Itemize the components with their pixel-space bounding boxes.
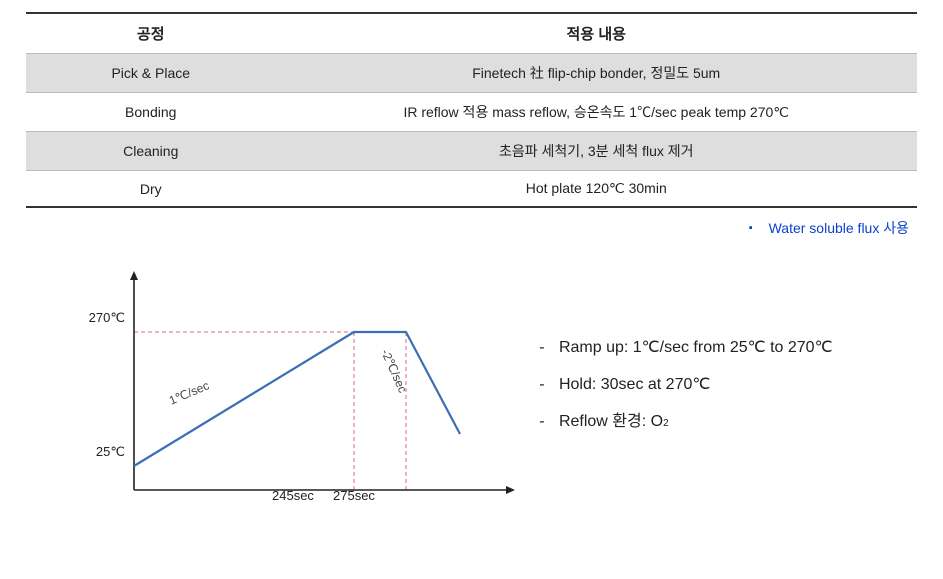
footnote-bullet-icon: ▪ xyxy=(749,222,753,234)
cell-process: Pick & Place xyxy=(26,54,275,93)
cell-process: Dry xyxy=(26,171,275,208)
xtick-245: 245sec xyxy=(272,488,314,503)
cell-process: Cleaning xyxy=(26,132,275,171)
xtick-275: 275sec xyxy=(333,488,375,503)
dash-icon: - xyxy=(525,404,559,441)
footnote: ▪ Water soluble flux 사용 xyxy=(26,208,917,238)
profile-notes: -Ramp up: 1℃/sec from 25℃ to 270℃-Hold: … xyxy=(525,260,917,530)
process-table: 공정 적용 내용 Pick & PlaceFinetech 社 flip-chi… xyxy=(26,12,917,208)
chart-svg xyxy=(76,270,516,500)
table-row: BondingIR reflow 적용 mass reflow, 승온속도 1℃… xyxy=(26,93,917,132)
cell-desc: IR reflow 적용 mass reflow, 승온속도 1℃/sec pe… xyxy=(275,93,917,132)
table-row: Cleaning초음파 세척기, 3분 세척 flux 제거 xyxy=(26,132,917,171)
reflow-profile-chart: 270℃ 25℃ 245sec 275sec 1℃/sec -2℃/sec xyxy=(26,260,525,530)
cell-desc: 초음파 세척기, 3분 세척 flux 제거 xyxy=(275,132,917,171)
list-item-text: Ramp up: 1℃/sec from 25℃ to 270℃ xyxy=(559,330,833,367)
ytick-25: 25℃ xyxy=(65,444,125,460)
list-item-text: Reflow 환경: O2 xyxy=(559,404,669,441)
table-row: DryHot plate 120℃ 30min xyxy=(26,171,917,208)
ytick-270: 270℃ xyxy=(65,310,125,326)
table-header-desc: 적용 내용 xyxy=(275,13,917,54)
list-item-text: Hold: 30sec at 270℃ xyxy=(559,367,710,404)
dash-icon: - xyxy=(525,330,559,367)
dash-icon: - xyxy=(525,367,559,404)
table-row: Pick & PlaceFinetech 社 flip-chip bonder,… xyxy=(26,54,917,93)
list-item: -Ramp up: 1℃/sec from 25℃ to 270℃ xyxy=(525,330,917,367)
cell-desc: Finetech 社 flip-chip bonder, 정밀도 5um xyxy=(275,54,917,93)
cell-process: Bonding xyxy=(26,93,275,132)
list-item: -Reflow 환경: O2 xyxy=(525,404,917,441)
footnote-text: Water soluble flux 사용 xyxy=(769,220,909,236)
table-header-process: 공정 xyxy=(26,13,275,54)
subscript: 2 xyxy=(663,418,669,429)
cell-desc: Hot plate 120℃ 30min xyxy=(275,171,917,208)
list-item: -Hold: 30sec at 270℃ xyxy=(525,367,917,404)
